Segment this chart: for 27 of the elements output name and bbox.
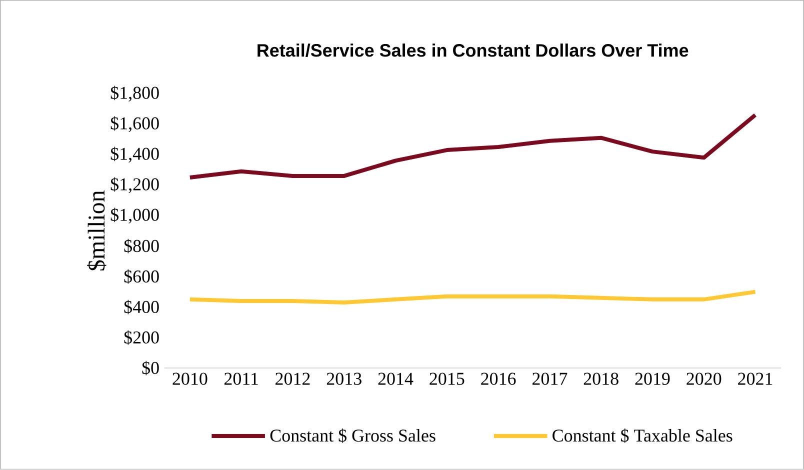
legend-label: Constant $ Gross Sales bbox=[270, 428, 436, 444]
y-tick-label: $1,200 bbox=[110, 177, 159, 194]
x-tick-label: 2019 bbox=[635, 372, 670, 386]
x-tick-label: 2018 bbox=[584, 372, 618, 386]
x-tick-label: 2015 bbox=[430, 372, 464, 386]
y-tick-label: $0 bbox=[142, 361, 159, 376]
x-tick-label: 2020 bbox=[686, 372, 722, 386]
legend-label: Constant $ Taxable Sales bbox=[552, 428, 732, 444]
x-tick-label: 2010 bbox=[172, 372, 208, 386]
x-tick-label: 2021 bbox=[738, 372, 772, 386]
y-tick-label: $600 bbox=[124, 270, 159, 284]
y-tick-label: $1,800 bbox=[110, 86, 159, 102]
x-tick-label: 2013 bbox=[326, 372, 362, 386]
x-tick-label: 2017 bbox=[532, 372, 568, 386]
y-axis-title: $million bbox=[87, 190, 106, 271]
chart-title: Retail/Service Sales in Constant Dollars Over Time bbox=[258, 44, 688, 58]
line-series bbox=[188, 113, 758, 180]
x-tick-label: 2014 bbox=[378, 372, 414, 386]
y-tick-label: $400 bbox=[124, 300, 159, 314]
y-tick-label: $800 bbox=[124, 239, 159, 254]
x-tick-label: 2012 bbox=[276, 372, 310, 386]
x-tick-label: 2016 bbox=[481, 372, 516, 386]
x-tick-label: 2011 bbox=[224, 372, 258, 386]
y-tick-label: $1,600 bbox=[110, 116, 159, 132]
y-tick-label: $200 bbox=[124, 330, 159, 345]
y-tick-label: $1,400 bbox=[110, 146, 159, 163]
y-tick-label: $1,000 bbox=[110, 208, 159, 224]
